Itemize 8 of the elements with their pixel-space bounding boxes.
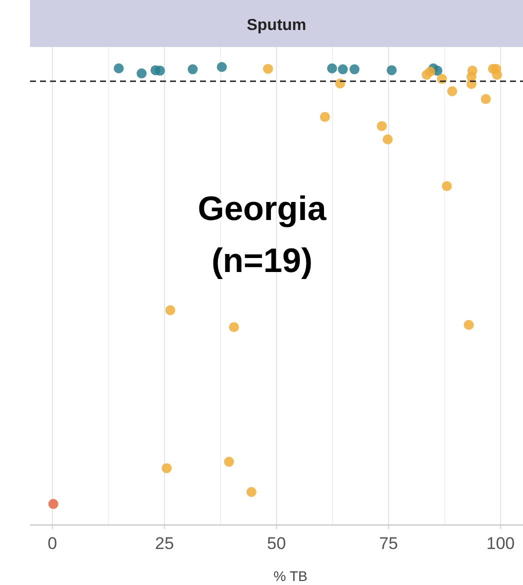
x-axis-title: % TB — [274, 568, 308, 584]
x-tick-label: 100 — [486, 534, 515, 553]
x-tick-label: 75 — [379, 534, 398, 553]
x-tick-label: 50 — [267, 534, 286, 553]
x-tick-label: 25 — [154, 534, 174, 553]
chart-title: Sputum — [246, 17, 306, 34]
x-tick-label: 0 — [48, 534, 58, 553]
annotation: Georgia (n=19) — [198, 190, 328, 280]
